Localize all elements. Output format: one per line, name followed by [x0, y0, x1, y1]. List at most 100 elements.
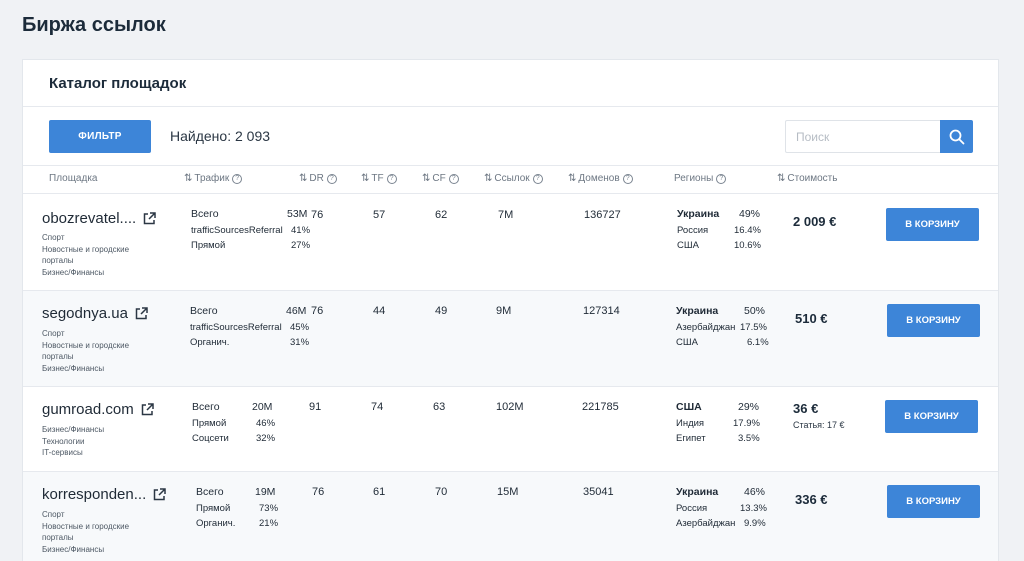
- add-to-cart-button[interactable]: В КОРЗИНУ: [885, 400, 978, 433]
- region-line: США 6.1%: [676, 335, 769, 351]
- site-domain-text[interactable]: gumroad.com: [42, 401, 134, 418]
- traffic-value: 73%: [259, 502, 279, 514]
- category: Спорт: [42, 510, 65, 519]
- external-link-icon[interactable]: [135, 307, 148, 320]
- price-cell: 336 €: [795, 492, 828, 507]
- traffic-value: 21%: [259, 518, 279, 529]
- tf-value: 61: [373, 486, 386, 498]
- sort-icon: ⇅: [777, 173, 786, 184]
- site-categories: Спорт Новостные и городские порталы Бизн…: [42, 509, 129, 555]
- catalog-card: Каталог площадок ФИЛЬТР Найдено: 2 093 П…: [22, 59, 999, 561]
- traffic-line: Соцсети 32%: [192, 431, 275, 447]
- search-icon: [949, 129, 964, 144]
- region-value: 10.6%: [734, 240, 761, 251]
- traffic-label: Органич.: [190, 337, 230, 348]
- links-value: 7M: [498, 209, 514, 221]
- region-value: 46%: [744, 486, 766, 498]
- add-to-cart-button[interactable]: В КОРЗИНУ: [887, 304, 980, 337]
- info-icon[interactable]: ?: [326, 173, 337, 184]
- add-to-cart-button[interactable]: В КОРЗИНУ: [886, 208, 979, 241]
- region-name: Египет: [676, 433, 706, 444]
- traffic-label: Всего: [196, 486, 224, 498]
- col-domains[interactable]: ⇅ Доменов?: [568, 173, 633, 184]
- col-links-label: Ссылок: [494, 173, 530, 184]
- col-traffic-label: Трафик: [194, 173, 230, 184]
- info-icon[interactable]: ?: [232, 173, 243, 184]
- add-to-cart-button[interactable]: В КОРЗИНУ: [887, 485, 980, 518]
- region-value: 29%: [738, 401, 760, 413]
- region-name: Россия: [676, 502, 708, 514]
- domains-value: 136727: [584, 209, 621, 221]
- traffic-label: Прямой: [196, 502, 231, 514]
- info-icon[interactable]: ?: [448, 173, 459, 184]
- sort-icon: ⇅: [184, 173, 193, 184]
- traffic-line: Органич. 31%: [190, 335, 309, 351]
- traffic-line: Всего 19M: [196, 485, 278, 501]
- traffic-value: 32%: [256, 433, 276, 444]
- region-line: США 10.6%: [677, 238, 761, 254]
- col-traffic[interactable]: ⇅ Трафик?: [184, 173, 243, 184]
- filter-button[interactable]: ФИЛЬТР: [49, 120, 151, 153]
- tf-value: 44: [373, 305, 386, 317]
- external-link-icon[interactable]: [143, 212, 156, 225]
- site-domain[interactable]: korresponden...: [42, 486, 166, 503]
- region-line: Россия 13.3%: [676, 501, 767, 517]
- region-name: Россия: [677, 224, 709, 236]
- search-input[interactable]: [785, 120, 940, 153]
- region-line: Украина 50%: [676, 304, 769, 320]
- site-domain-text[interactable]: segodnya.ua: [42, 305, 128, 322]
- region-line: Украина 49%: [677, 207, 761, 223]
- region-line: Индия 17.9%: [676, 416, 760, 432]
- article-price: Статья: 17 €: [793, 420, 845, 430]
- traffic-line: Всего 46M: [190, 304, 309, 320]
- category: Новостные и городские: [42, 521, 130, 531]
- traffic-line: Прямой 27%: [191, 238, 310, 254]
- info-icon[interactable]: ?: [532, 173, 543, 184]
- region-name: Азербайджан: [676, 518, 736, 529]
- traffic-line: Прямой 73%: [196, 501, 278, 517]
- traffic-cell: Всего 20M Прямой 46% Соцсети 32%: [192, 400, 275, 447]
- col-links[interactable]: ⇅ Ссылок?: [484, 173, 543, 184]
- site-categories: Бизнес/Финансы Технологии IT-сервисы: [42, 424, 104, 459]
- traffic-label: Соцсети: [192, 433, 229, 444]
- traffic-value: 19M: [255, 486, 276, 498]
- region-value: 13.3%: [740, 502, 767, 514]
- col-price[interactable]: ⇅ Стоимость: [777, 173, 837, 184]
- site-domain[interactable]: gumroad.com: [42, 401, 154, 418]
- search-button[interactable]: [940, 120, 973, 153]
- traffic-label: trafficSourcesReferral: [190, 321, 282, 333]
- region-value: 16.4%: [734, 224, 761, 236]
- sort-icon: ⇅: [484, 173, 493, 184]
- region-name: Индия: [676, 417, 705, 429]
- cf-value: 49: [435, 305, 448, 317]
- links-value: 9M: [496, 305, 512, 317]
- traffic-value: 31%: [290, 337, 310, 348]
- dr-value: 76: [311, 305, 324, 317]
- card-title: Каталог площадок: [49, 75, 187, 92]
- region-line: Украина 46%: [676, 485, 767, 501]
- region-value: 17.5%: [740, 321, 767, 333]
- region-value: 3.5%: [738, 433, 760, 444]
- category: Спорт: [42, 329, 65, 338]
- col-cf[interactable]: ⇅ CF?: [422, 173, 459, 184]
- external-link-icon[interactable]: [153, 488, 166, 501]
- category: Бизнес/Финансы: [42, 425, 105, 434]
- traffic-label: Органич.: [196, 518, 236, 529]
- info-icon[interactable]: ?: [716, 173, 727, 184]
- site-domain-text[interactable]: obozrevatel....: [42, 210, 137, 227]
- info-icon[interactable]: ?: [622, 173, 633, 184]
- region-name: Азербайджан: [676, 321, 736, 333]
- col-tf[interactable]: ⇅ TF?: [361, 173, 397, 184]
- col-regions: Регионы?: [674, 173, 727, 184]
- site-domain[interactable]: obozrevatel....: [42, 210, 156, 227]
- price-value: 36 €: [793, 401, 819, 416]
- col-dr[interactable]: ⇅ DR?: [299, 173, 337, 184]
- info-icon[interactable]: ?: [386, 173, 397, 184]
- category: порталы: [42, 352, 74, 361]
- dr-value: 76: [312, 486, 325, 498]
- divider: [23, 165, 998, 166]
- site-domain[interactable]: segodnya.ua: [42, 305, 148, 322]
- site-domain-text[interactable]: korresponden...: [42, 486, 147, 503]
- cf-value: 70: [435, 486, 448, 498]
- external-link-icon[interactable]: [141, 403, 154, 416]
